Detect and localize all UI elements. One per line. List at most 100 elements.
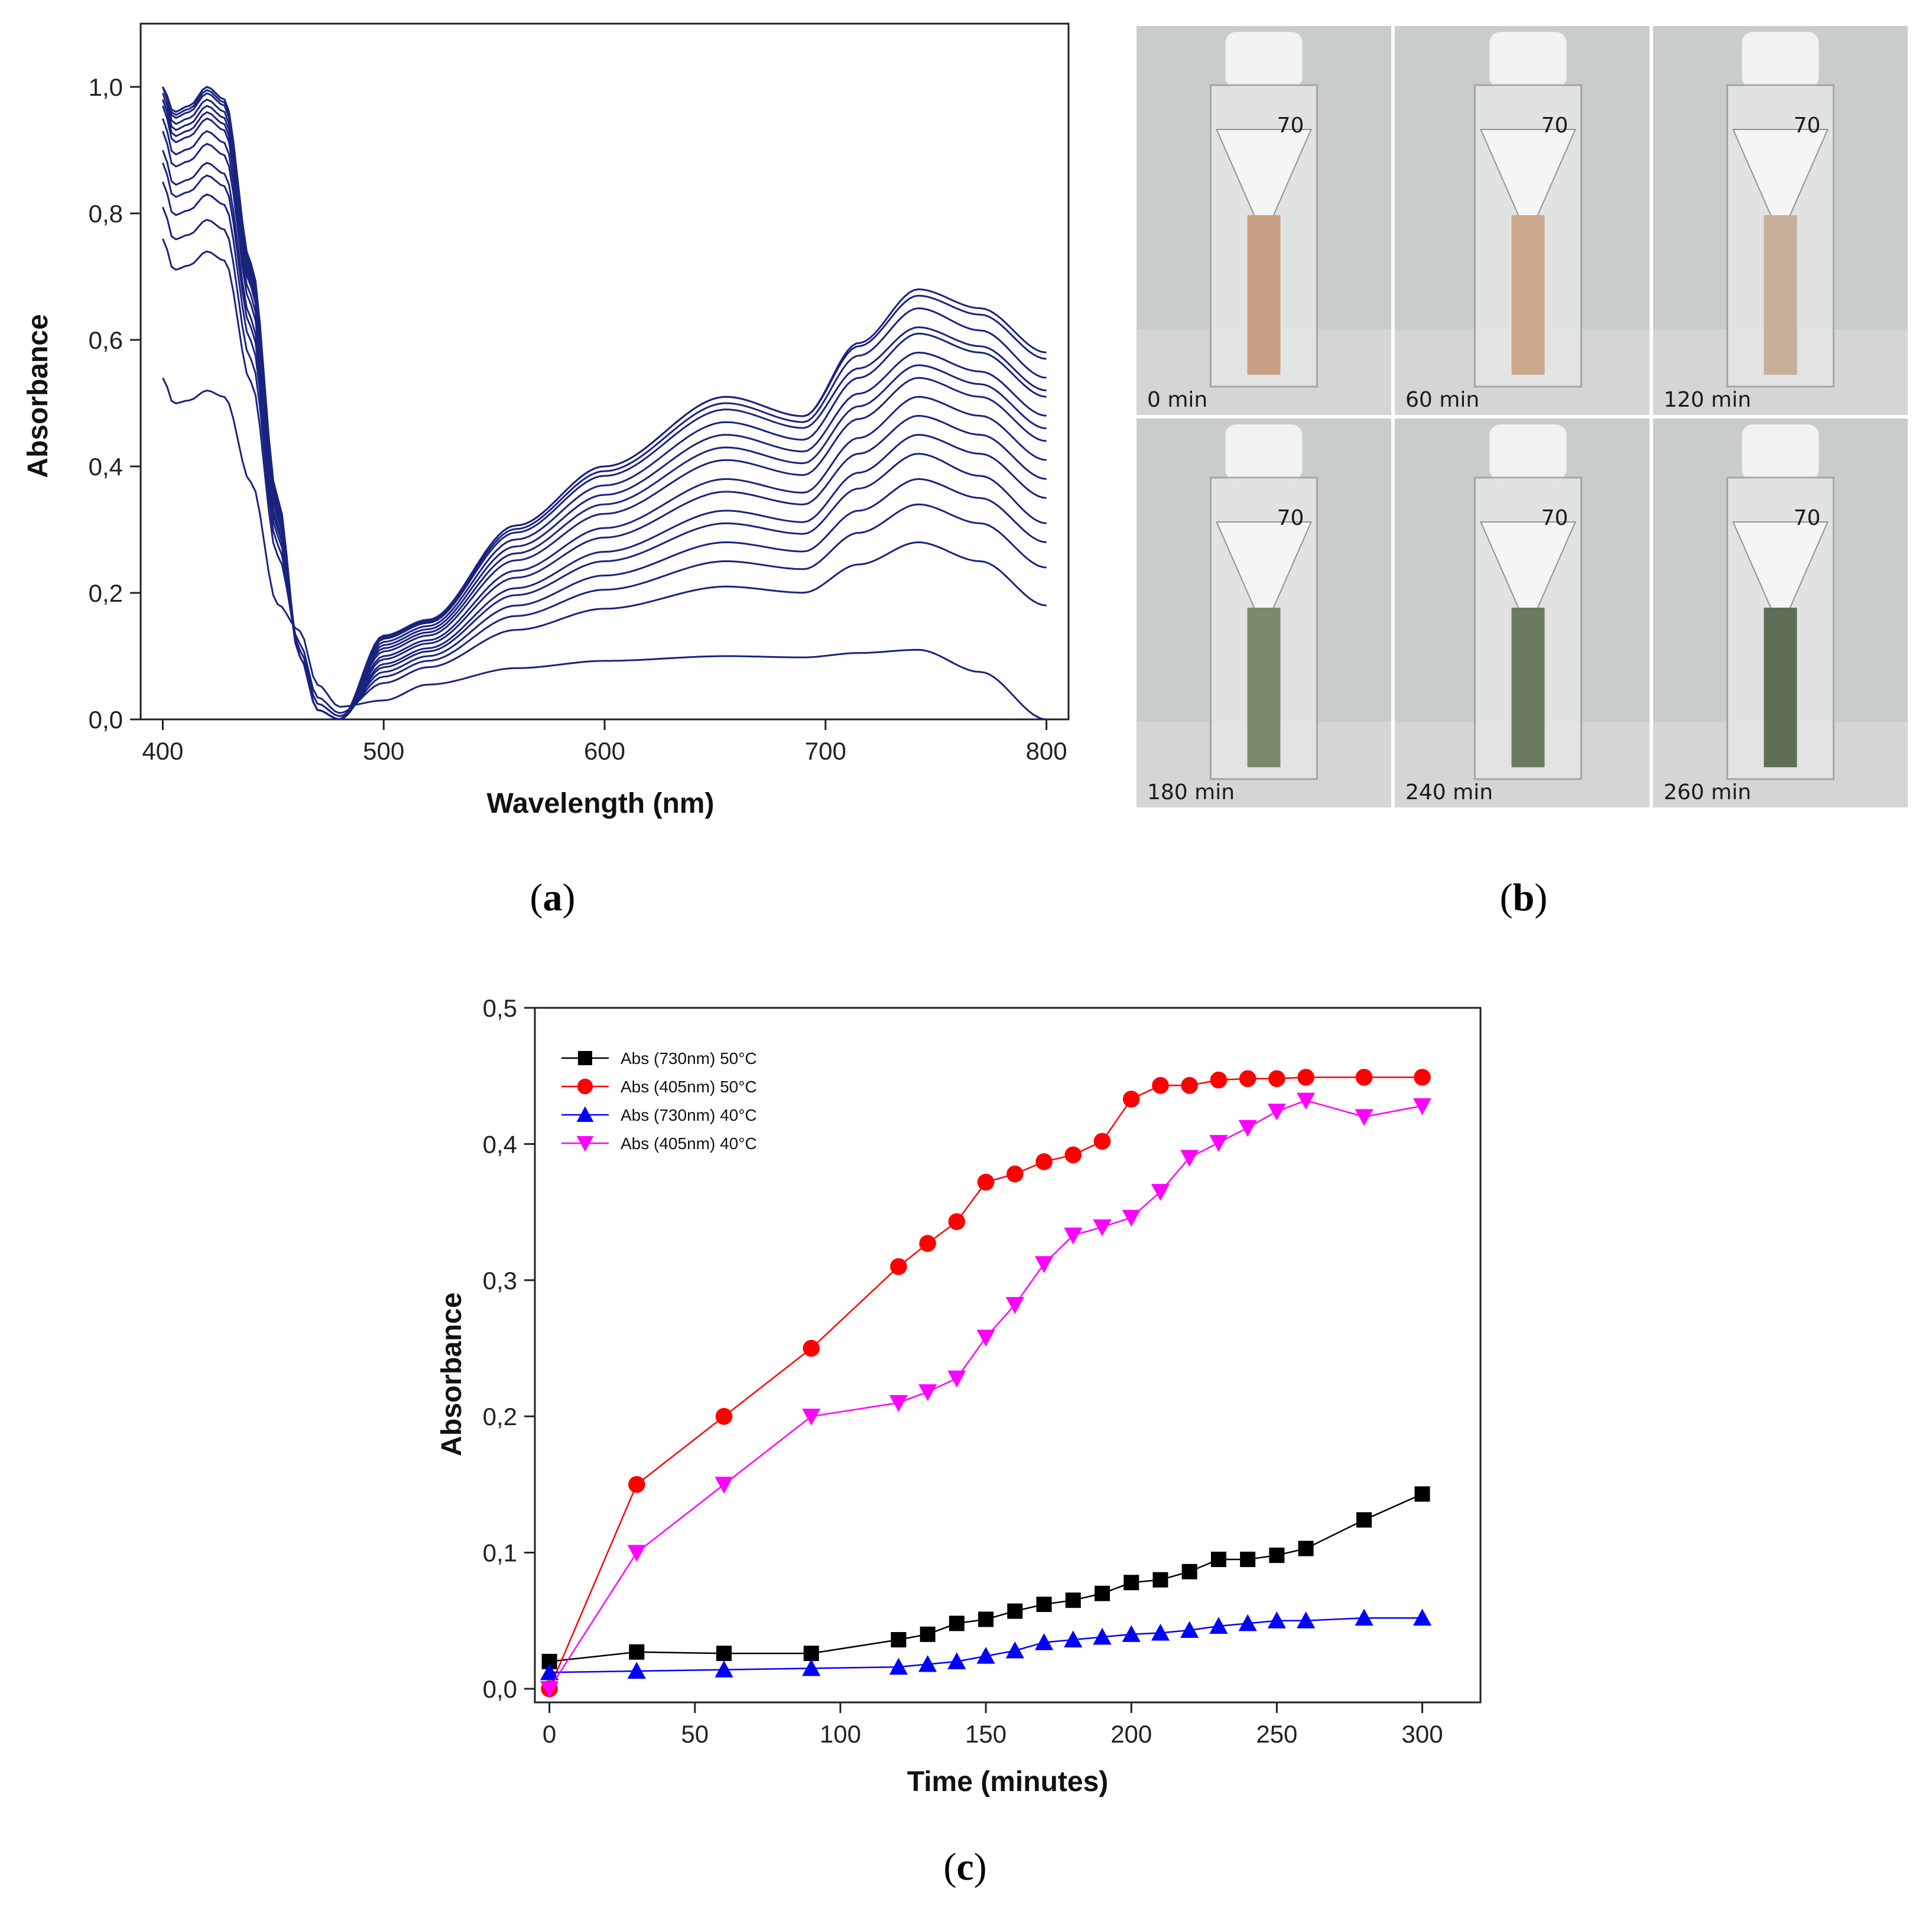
data-point — [1093, 1219, 1112, 1237]
data-point — [1238, 1614, 1257, 1631]
spectrum-line-16 — [162, 86, 1047, 721]
data-point — [1297, 1069, 1314, 1086]
data-point — [1093, 1133, 1111, 1150]
data-point — [1297, 1092, 1316, 1110]
x-axis-ticks-c: 0 50 100 150 200 250 300 — [543, 1702, 1443, 1748]
cuvette-cap — [1225, 32, 1303, 88]
data-point — [1093, 1627, 1112, 1645]
cuvette-cap — [1742, 424, 1819, 481]
data-point — [802, 1409, 821, 1426]
legend-marker — [578, 1051, 592, 1065]
legend-c: Abs (730nm) 50°C Abs (405nm) 50°C Abs (730… — [561, 1049, 757, 1153]
panel-label-b: (b) — [1500, 876, 1548, 919]
data-point — [1267, 1104, 1286, 1121]
data-point — [949, 1615, 965, 1631]
panel-label-b-letter: b — [1513, 876, 1535, 919]
photo-frame-3: 70 120 min — [1653, 26, 1908, 415]
data-point — [919, 1235, 936, 1252]
data-point — [1269, 1548, 1285, 1563]
y-axis-title-a: Absorbance — [22, 314, 54, 478]
spectrum-line-4 — [161, 181, 1047, 718]
panel-b-cuvette-photos: 70 0 min 70 60 min 70 120 min 70 180 min 70 240 m… — [1137, 26, 1908, 807]
data-point — [1209, 1617, 1228, 1634]
y-tick-label-a: 0,6 — [89, 326, 123, 354]
data-point — [891, 1632, 907, 1648]
data-point — [716, 1646, 732, 1662]
data-point — [1240, 1552, 1256, 1568]
series-line — [548, 1076, 1423, 1689]
data-point — [1151, 1184, 1170, 1201]
data-point — [1181, 1077, 1198, 1094]
photo-frame-1: 70 0 min — [1137, 26, 1391, 415]
data-point — [802, 1659, 821, 1676]
photo-time-label: 120 min — [1664, 388, 1751, 412]
y-tick-label-c: 0,4 — [483, 1130, 517, 1158]
data-point — [715, 1660, 733, 1678]
y-tick-label-c: 0,1 — [483, 1539, 517, 1567]
data-point — [715, 1477, 733, 1494]
cuvette-cap — [1489, 424, 1567, 481]
data-point — [1122, 1209, 1141, 1227]
data-point — [1006, 1165, 1024, 1183]
data-point — [976, 1329, 995, 1347]
y-tick-label-a: 1,0 — [89, 73, 123, 101]
data-point — [1413, 1608, 1432, 1626]
data-point — [1034, 1633, 1054, 1650]
spectrum-line-12 — [161, 86, 1047, 721]
data-point — [1036, 1597, 1052, 1613]
panel-label-a-letter: a — [543, 876, 563, 919]
x-tick-label-a: 500 — [363, 737, 404, 765]
data-point — [1064, 1146, 1082, 1164]
data-point — [1267, 1611, 1286, 1628]
legend-marker — [576, 1136, 594, 1152]
data-point — [1181, 1563, 1197, 1579]
legend-label: Abs (730nm) 50°C — [621, 1049, 757, 1068]
data-point — [628, 1476, 645, 1493]
cuvette-mark: 70 — [1541, 113, 1569, 138]
y-axis-title-c: Absorbance — [436, 1292, 467, 1456]
data-point — [1414, 1069, 1431, 1086]
series-4 — [540, 1092, 1432, 1698]
data-point — [1239, 1070, 1256, 1088]
series-2 — [541, 1069, 1431, 1698]
data-point — [918, 1384, 937, 1402]
y-tick-label-a: 0,2 — [89, 579, 123, 607]
cuvette-cap — [1489, 32, 1567, 88]
photo-frame-5: 70 240 min — [1395, 419, 1649, 807]
photo-time-label: 240 min — [1405, 780, 1493, 804]
data-point — [947, 1652, 966, 1669]
spectrum-line-1 — [162, 377, 1047, 721]
data-point — [715, 1407, 733, 1425]
legend-label: Abs (730nm) 40°C — [621, 1106, 757, 1124]
cuvette-mark: 70 — [1541, 506, 1569, 530]
legend-label: Abs (405nm) 50°C — [621, 1078, 757, 1096]
data-point — [976, 1647, 995, 1664]
photo-frame-2: 70 60 min — [1395, 26, 1649, 415]
data-point — [1095, 1585, 1110, 1601]
spectrum-line-10 — [161, 99, 1047, 721]
data-point — [1180, 1150, 1199, 1167]
data-point — [540, 1681, 559, 1698]
data-point — [1152, 1572, 1168, 1588]
photo-time-label: 60 min — [1405, 388, 1479, 412]
y-tick-label-a: 0,8 — [89, 200, 123, 228]
series-3 — [540, 1608, 1432, 1681]
kinetics-series-group — [540, 1069, 1432, 1698]
y-axis-ticks-c: 0,0 0,1 0,2 0,3 0,4 0,5 — [483, 994, 535, 1703]
data-point — [803, 1646, 819, 1662]
spectrum-line-15 — [162, 86, 1047, 721]
data-point — [1122, 1091, 1140, 1108]
x-tick-label-c: 200 — [1111, 1720, 1152, 1748]
data-point — [1180, 1621, 1199, 1638]
data-point — [1151, 1623, 1170, 1641]
data-point — [1355, 1069, 1373, 1086]
data-point — [1297, 1611, 1316, 1628]
y-tick-label-c: 0,5 — [483, 994, 517, 1022]
x-tick-label-a: 800 — [1026, 737, 1067, 765]
panel-a-spectra-chart: 400 500 600 700 800 0,0 0,2 0,4 0,6 0,8 1,0 Wavel… — [22, 22, 1070, 819]
data-point — [1007, 1603, 1023, 1619]
legend-marker — [576, 1106, 594, 1122]
y-tick-label-c: 0,0 — [483, 1675, 517, 1703]
data-point — [889, 1395, 908, 1412]
